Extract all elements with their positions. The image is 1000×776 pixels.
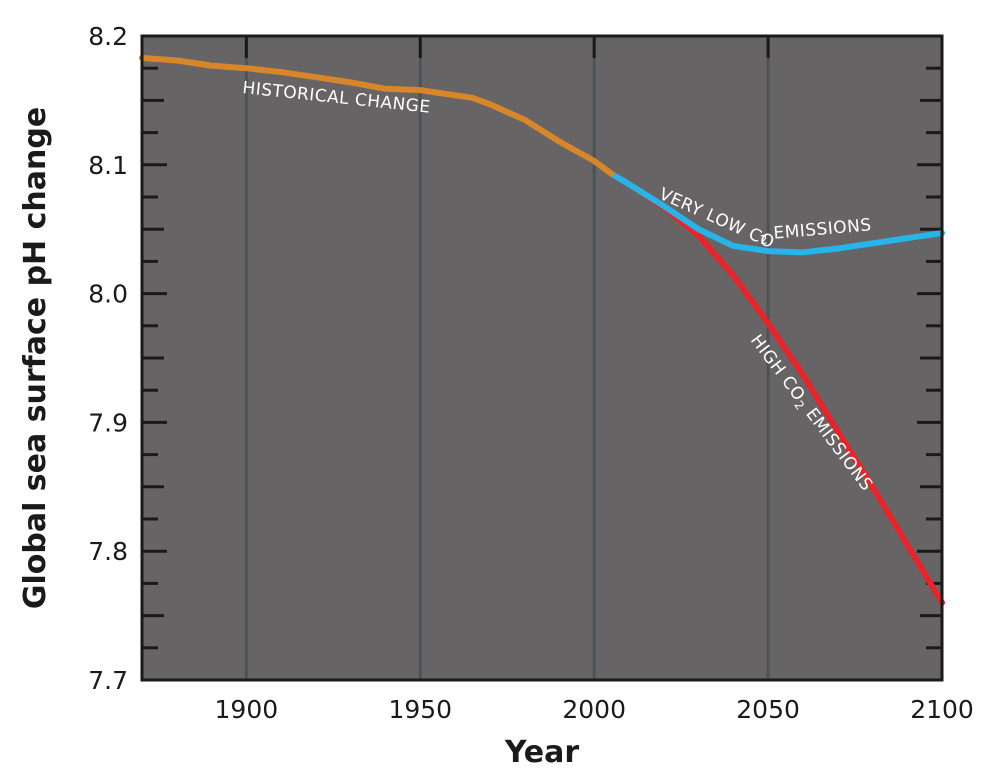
y-tick-label: 8.2 [88, 22, 128, 51]
x-tick-label: 1950 [388, 695, 452, 724]
x-tick-label: 2050 [736, 695, 800, 724]
plot-background [142, 36, 942, 680]
plot-frame [140, 34, 944, 682]
y-tick-label: 7.7 [88, 666, 128, 695]
y-tick-label: 8.0 [88, 280, 128, 309]
series-line-1 [608, 170, 945, 256]
y-tick-label: 8.1 [88, 151, 128, 180]
x-tick-label: 2100 [910, 695, 974, 724]
x-tick-label: 2000 [562, 695, 626, 724]
y-tick-label: 7.9 [88, 408, 128, 437]
y-axis-label: Global sea surface pH change [18, 107, 53, 609]
x-axis-label: Year [504, 735, 580, 770]
y-tick-label: 7.8 [88, 537, 128, 566]
series-line-0 [139, 54, 615, 177]
x-tick-label: 1900 [215, 695, 279, 724]
